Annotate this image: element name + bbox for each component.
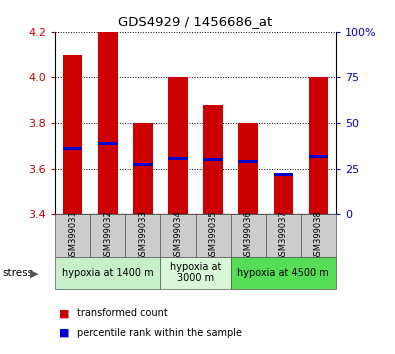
Text: transformed count: transformed count bbox=[77, 308, 168, 318]
Text: ▶: ▶ bbox=[30, 268, 39, 278]
Bar bbox=[203, 158, 223, 161]
Bar bbox=[239, 160, 258, 163]
Bar bbox=[273, 176, 293, 214]
FancyBboxPatch shape bbox=[90, 214, 126, 257]
FancyBboxPatch shape bbox=[55, 214, 90, 257]
FancyBboxPatch shape bbox=[126, 214, 160, 257]
Bar bbox=[239, 123, 258, 214]
FancyBboxPatch shape bbox=[160, 257, 231, 289]
Bar bbox=[168, 157, 188, 160]
Text: GSM399035: GSM399035 bbox=[209, 210, 218, 261]
Text: GSM399034: GSM399034 bbox=[173, 210, 182, 261]
Text: GSM399038: GSM399038 bbox=[314, 210, 323, 261]
Bar bbox=[98, 142, 118, 145]
FancyBboxPatch shape bbox=[55, 257, 160, 289]
Text: hypoxia at 4500 m: hypoxia at 4500 m bbox=[237, 268, 329, 278]
Bar bbox=[203, 105, 223, 214]
Bar bbox=[308, 155, 328, 158]
Bar bbox=[273, 173, 293, 176]
Text: GSM399036: GSM399036 bbox=[244, 210, 253, 261]
Title: GDS4929 / 1456686_at: GDS4929 / 1456686_at bbox=[118, 15, 273, 28]
Text: GSM399031: GSM399031 bbox=[68, 210, 77, 261]
Text: GSM399033: GSM399033 bbox=[138, 210, 147, 261]
Text: percentile rank within the sample: percentile rank within the sample bbox=[77, 328, 242, 338]
Bar bbox=[98, 32, 118, 214]
Text: ■: ■ bbox=[59, 328, 70, 338]
FancyBboxPatch shape bbox=[160, 214, 196, 257]
Text: ■: ■ bbox=[59, 308, 70, 318]
FancyBboxPatch shape bbox=[231, 257, 336, 289]
FancyBboxPatch shape bbox=[301, 214, 336, 257]
Bar bbox=[63, 55, 83, 214]
Bar bbox=[308, 78, 328, 214]
Bar bbox=[63, 147, 83, 149]
Bar bbox=[133, 162, 152, 166]
Bar bbox=[133, 123, 152, 214]
FancyBboxPatch shape bbox=[265, 214, 301, 257]
FancyBboxPatch shape bbox=[196, 214, 231, 257]
Text: GSM399037: GSM399037 bbox=[278, 210, 288, 261]
Text: stress: stress bbox=[2, 268, 33, 278]
Bar bbox=[168, 78, 188, 214]
Text: hypoxia at
3000 m: hypoxia at 3000 m bbox=[170, 262, 221, 284]
Text: GSM399032: GSM399032 bbox=[103, 210, 113, 261]
FancyBboxPatch shape bbox=[231, 214, 265, 257]
Text: hypoxia at 1400 m: hypoxia at 1400 m bbox=[62, 268, 154, 278]
